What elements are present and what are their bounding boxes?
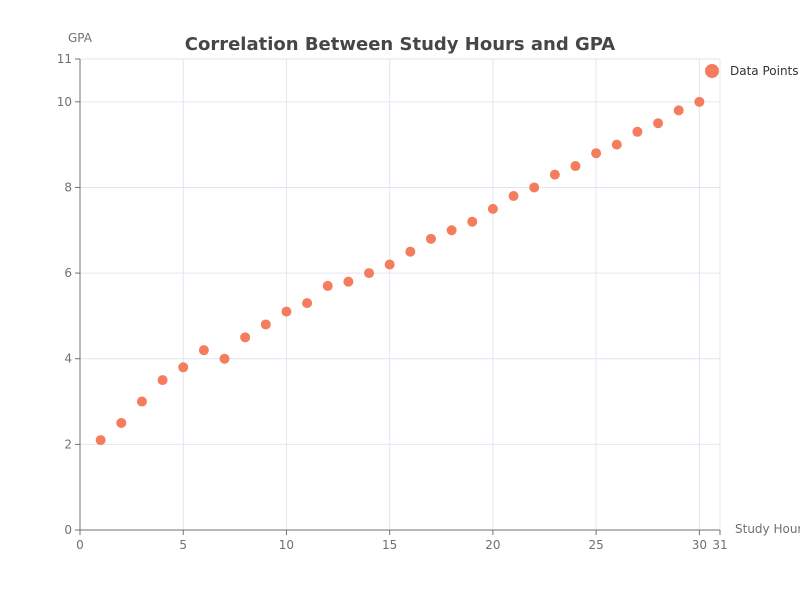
data-point[interactable] <box>136 396 147 407</box>
x-tick-label: 15 <box>382 538 397 552</box>
data-point[interactable] <box>302 298 313 309</box>
y-axis-label: GPA <box>68 31 93 45</box>
x-tick-label: 31 <box>712 538 727 552</box>
data-point[interactable] <box>240 332 251 343</box>
y-tick-label: 6 <box>64 266 72 280</box>
data-point[interactable] <box>343 276 354 287</box>
data-point[interactable] <box>425 233 436 244</box>
data-point[interactable] <box>364 268 375 279</box>
legend[interactable]: Data Points <box>705 64 799 78</box>
legend-marker-icon[interactable] <box>705 64 719 78</box>
data-point[interactable] <box>591 148 602 159</box>
data-point[interactable] <box>487 203 498 214</box>
axes <box>75 58 721 535</box>
x-tick-label: 5 <box>179 538 187 552</box>
data-point[interactable] <box>446 225 457 236</box>
data-point[interactable] <box>653 118 664 129</box>
data-point[interactable] <box>405 246 416 257</box>
y-tick-label: 2 <box>64 437 72 451</box>
y-tick-label: 8 <box>64 180 72 194</box>
data-point[interactable] <box>467 216 478 227</box>
y-tick-label: 0 <box>64 523 72 537</box>
data-point[interactable] <box>632 126 643 137</box>
data-point[interactable] <box>219 353 230 364</box>
data-point[interactable] <box>694 96 705 107</box>
data-point[interactable] <box>322 280 333 291</box>
data-point[interactable] <box>673 105 684 116</box>
x-tick-label: 25 <box>588 538 603 552</box>
y-tick-label: 10 <box>57 95 72 109</box>
y-tick-label: 11 <box>57 52 72 66</box>
x-axis-label: Study Hours <box>735 522 800 536</box>
data-point[interactable] <box>508 191 519 202</box>
x-tick-label: 10 <box>279 538 294 552</box>
data-point[interactable] <box>157 375 168 386</box>
grid-lines <box>80 58 721 530</box>
tick-labels: 0 5 10 15 20 25 30 31 0 2 4 6 8 10 11 <box>57 52 728 552</box>
data-point[interactable] <box>611 139 622 150</box>
chart-title: Correlation Between Study Hours and GPA <box>185 34 616 55</box>
data-point[interactable] <box>178 362 189 373</box>
data-point[interactable] <box>198 345 209 356</box>
x-tick-label: 0 <box>76 538 84 552</box>
y-tick-label: 4 <box>64 352 72 366</box>
data-point[interactable] <box>260 319 271 330</box>
data-point[interactable] <box>529 182 540 193</box>
data-point[interactable] <box>384 259 395 270</box>
x-tick-label: 20 <box>485 538 500 552</box>
data-points <box>95 96 705 446</box>
legend-label[interactable]: Data Points <box>730 64 799 78</box>
data-point[interactable] <box>116 417 127 428</box>
data-point[interactable] <box>281 306 292 317</box>
data-point[interactable] <box>549 169 560 180</box>
data-point[interactable] <box>570 161 581 172</box>
x-tick-label: 30 <box>692 538 707 552</box>
data-point[interactable] <box>95 435 106 446</box>
